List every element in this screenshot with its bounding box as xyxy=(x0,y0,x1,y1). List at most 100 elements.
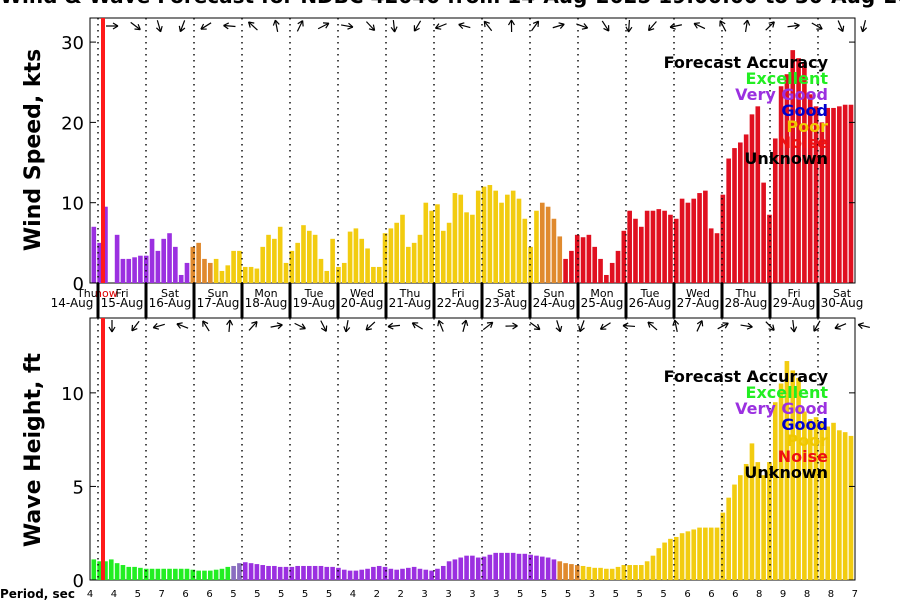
direction-arrow-icon xyxy=(694,319,705,332)
bar xyxy=(121,565,126,580)
bar xyxy=(697,528,702,580)
bar xyxy=(849,436,854,580)
bar xyxy=(499,553,504,580)
direction-arrow-icon xyxy=(178,19,188,32)
bar xyxy=(447,223,452,283)
direction-arrow-icon xyxy=(811,319,822,332)
bar xyxy=(686,203,691,283)
bar xyxy=(755,106,760,283)
bar xyxy=(377,566,382,580)
bar xyxy=(412,243,417,283)
bar xyxy=(138,568,143,580)
bar xyxy=(569,564,574,580)
period-value: 8 xyxy=(756,589,762,600)
day-separator-tick xyxy=(193,283,196,318)
bar xyxy=(418,235,423,283)
bar xyxy=(476,558,481,580)
day-label-date: 29-Aug xyxy=(773,296,816,310)
bar xyxy=(423,203,428,283)
bar xyxy=(552,559,557,580)
bar xyxy=(587,235,592,283)
bar xyxy=(400,215,405,283)
bar xyxy=(505,195,510,283)
bar xyxy=(633,565,638,580)
day-separator-tick xyxy=(577,283,580,318)
bar xyxy=(371,267,376,283)
bar xyxy=(581,237,586,283)
direction-arrow-icon xyxy=(341,22,354,30)
period-value: 5 xyxy=(541,589,547,600)
bar xyxy=(604,275,609,283)
bar xyxy=(225,265,230,283)
bar xyxy=(167,569,172,580)
bar xyxy=(493,553,498,580)
bar xyxy=(278,567,283,580)
bar xyxy=(435,204,440,283)
bar xyxy=(150,239,155,283)
bar xyxy=(581,566,586,580)
direction-arrow-icon xyxy=(247,20,260,32)
direction-arrow-icon xyxy=(436,319,446,332)
bar xyxy=(173,569,178,580)
direction-arrow-icon xyxy=(670,22,683,30)
bar xyxy=(843,432,848,580)
bar xyxy=(313,566,318,580)
bar xyxy=(592,247,597,283)
period-value: 5 xyxy=(254,589,260,600)
bar xyxy=(721,195,726,283)
bar xyxy=(563,563,568,580)
bar xyxy=(260,247,265,283)
period-value: 5 xyxy=(326,589,332,600)
bar xyxy=(837,430,842,580)
bar xyxy=(656,209,661,283)
period-value: 6 xyxy=(684,589,690,600)
day-label-date: 18-Aug xyxy=(245,296,288,310)
bar xyxy=(295,243,300,283)
bar xyxy=(726,159,731,283)
day-separator-tick xyxy=(721,283,724,318)
bar xyxy=(126,567,131,580)
bar xyxy=(377,267,382,283)
day-label-date: 24-Aug xyxy=(533,296,576,310)
bar xyxy=(493,191,498,283)
direction-arrow-icon xyxy=(152,321,165,330)
period-value: 5 xyxy=(302,589,308,600)
bar xyxy=(458,558,463,580)
bar xyxy=(301,225,306,283)
day-separator-tick xyxy=(433,283,436,318)
direction-arrow-icon xyxy=(743,20,751,33)
bar xyxy=(272,239,277,283)
legend-item: Unknown xyxy=(744,149,828,168)
bar xyxy=(627,211,632,283)
direction-arrow-icon xyxy=(810,20,823,31)
bar xyxy=(202,571,207,580)
bar xyxy=(319,566,324,580)
bar xyxy=(243,267,248,283)
day-separator-tick xyxy=(241,283,244,318)
bar xyxy=(523,554,528,580)
bar xyxy=(534,211,539,283)
direction-arrow-icon xyxy=(295,19,306,32)
direction-arrow-icon xyxy=(835,19,845,32)
bar xyxy=(266,235,271,283)
bar xyxy=(138,256,143,283)
bar xyxy=(709,528,714,580)
bar xyxy=(365,569,370,580)
bar xyxy=(540,203,545,283)
direction-arrow-icon xyxy=(343,320,351,333)
bar xyxy=(645,561,650,580)
direction-arrow-icon xyxy=(857,322,870,331)
bar xyxy=(575,565,580,580)
period-value: 8 xyxy=(828,589,834,600)
bar xyxy=(354,228,359,283)
bar xyxy=(383,567,388,580)
y-axis-label: Wave Height, ft xyxy=(21,352,46,547)
bar xyxy=(255,564,260,580)
direction-arrow-icon xyxy=(554,319,563,332)
bar xyxy=(330,239,335,283)
direction-arrow-icon xyxy=(693,21,706,32)
period-value: 7 xyxy=(852,589,858,600)
bar xyxy=(400,569,405,580)
bar xyxy=(365,248,370,283)
